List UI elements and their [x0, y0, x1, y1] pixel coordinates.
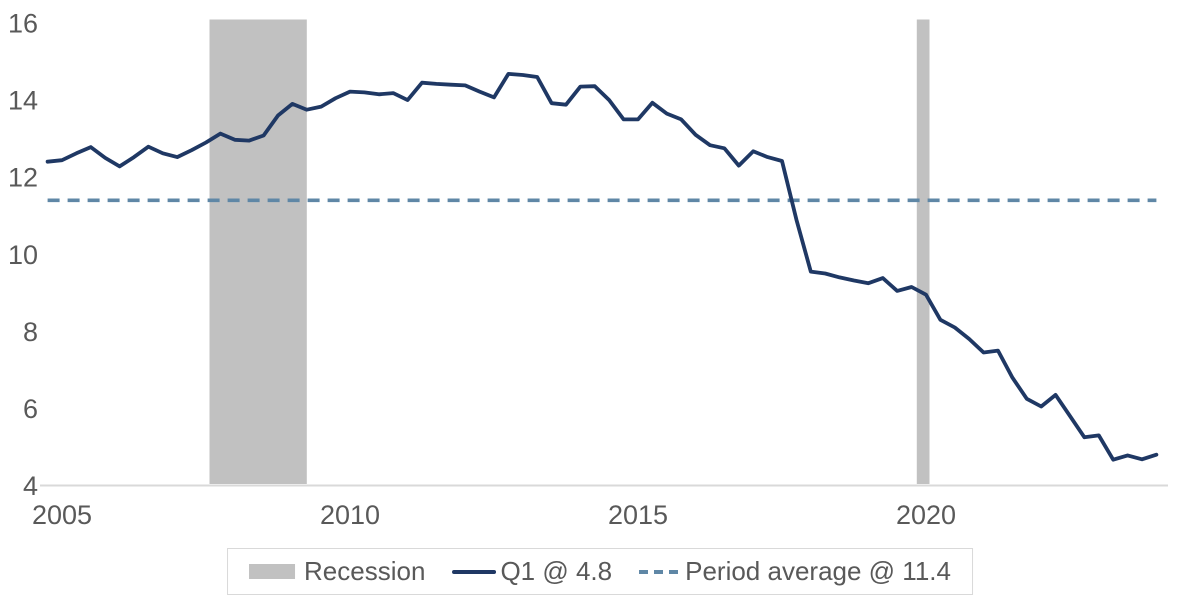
recession-swatch — [249, 564, 296, 579]
recession-band — [209, 19, 307, 484]
y-tick-label: 6 — [23, 394, 38, 424]
y-tick-label: 14 — [8, 86, 38, 116]
legend-label-recession: Recession — [304, 556, 426, 586]
x-tick-label: 2020 — [896, 500, 956, 530]
recession-bands-layer — [209, 19, 930, 484]
recession-band — [916, 19, 930, 484]
y-tick-label: 16 — [8, 9, 38, 39]
period-average-swatch — [639, 569, 682, 574]
legend-label-period-average: Period average @ 11.4 — [685, 556, 951, 586]
legend-item-period-average: Period average @ 11.4 — [639, 556, 951, 587]
y-tick-label: 4 — [23, 471, 38, 501]
q1-line-swatch — [452, 569, 497, 574]
q1-series-line — [45, 72, 1159, 462]
x-tick-label: 2010 — [320, 500, 380, 530]
y-tick-label: 10 — [8, 240, 38, 270]
x-axis-tick-labels: 2005 2010 2015 2020 — [32, 500, 956, 530]
legend-label-q1: Q1 @ 4.8 — [500, 556, 613, 586]
y-tick-label: 8 — [23, 317, 38, 347]
legend: Recession Q1 @ 4.8 Period average @ 11.4 — [227, 548, 973, 595]
legend-item-q1: Q1 @ 4.8 — [452, 556, 612, 587]
y-tick-label: 12 — [8, 163, 38, 193]
x-tick-label: 2015 — [608, 500, 668, 530]
x-tick-label: 2005 — [32, 500, 92, 530]
legend-item-recession: Recession — [249, 556, 425, 587]
y-axis-tick-labels: 16 14 12 10 8 6 4 — [8, 9, 38, 502]
